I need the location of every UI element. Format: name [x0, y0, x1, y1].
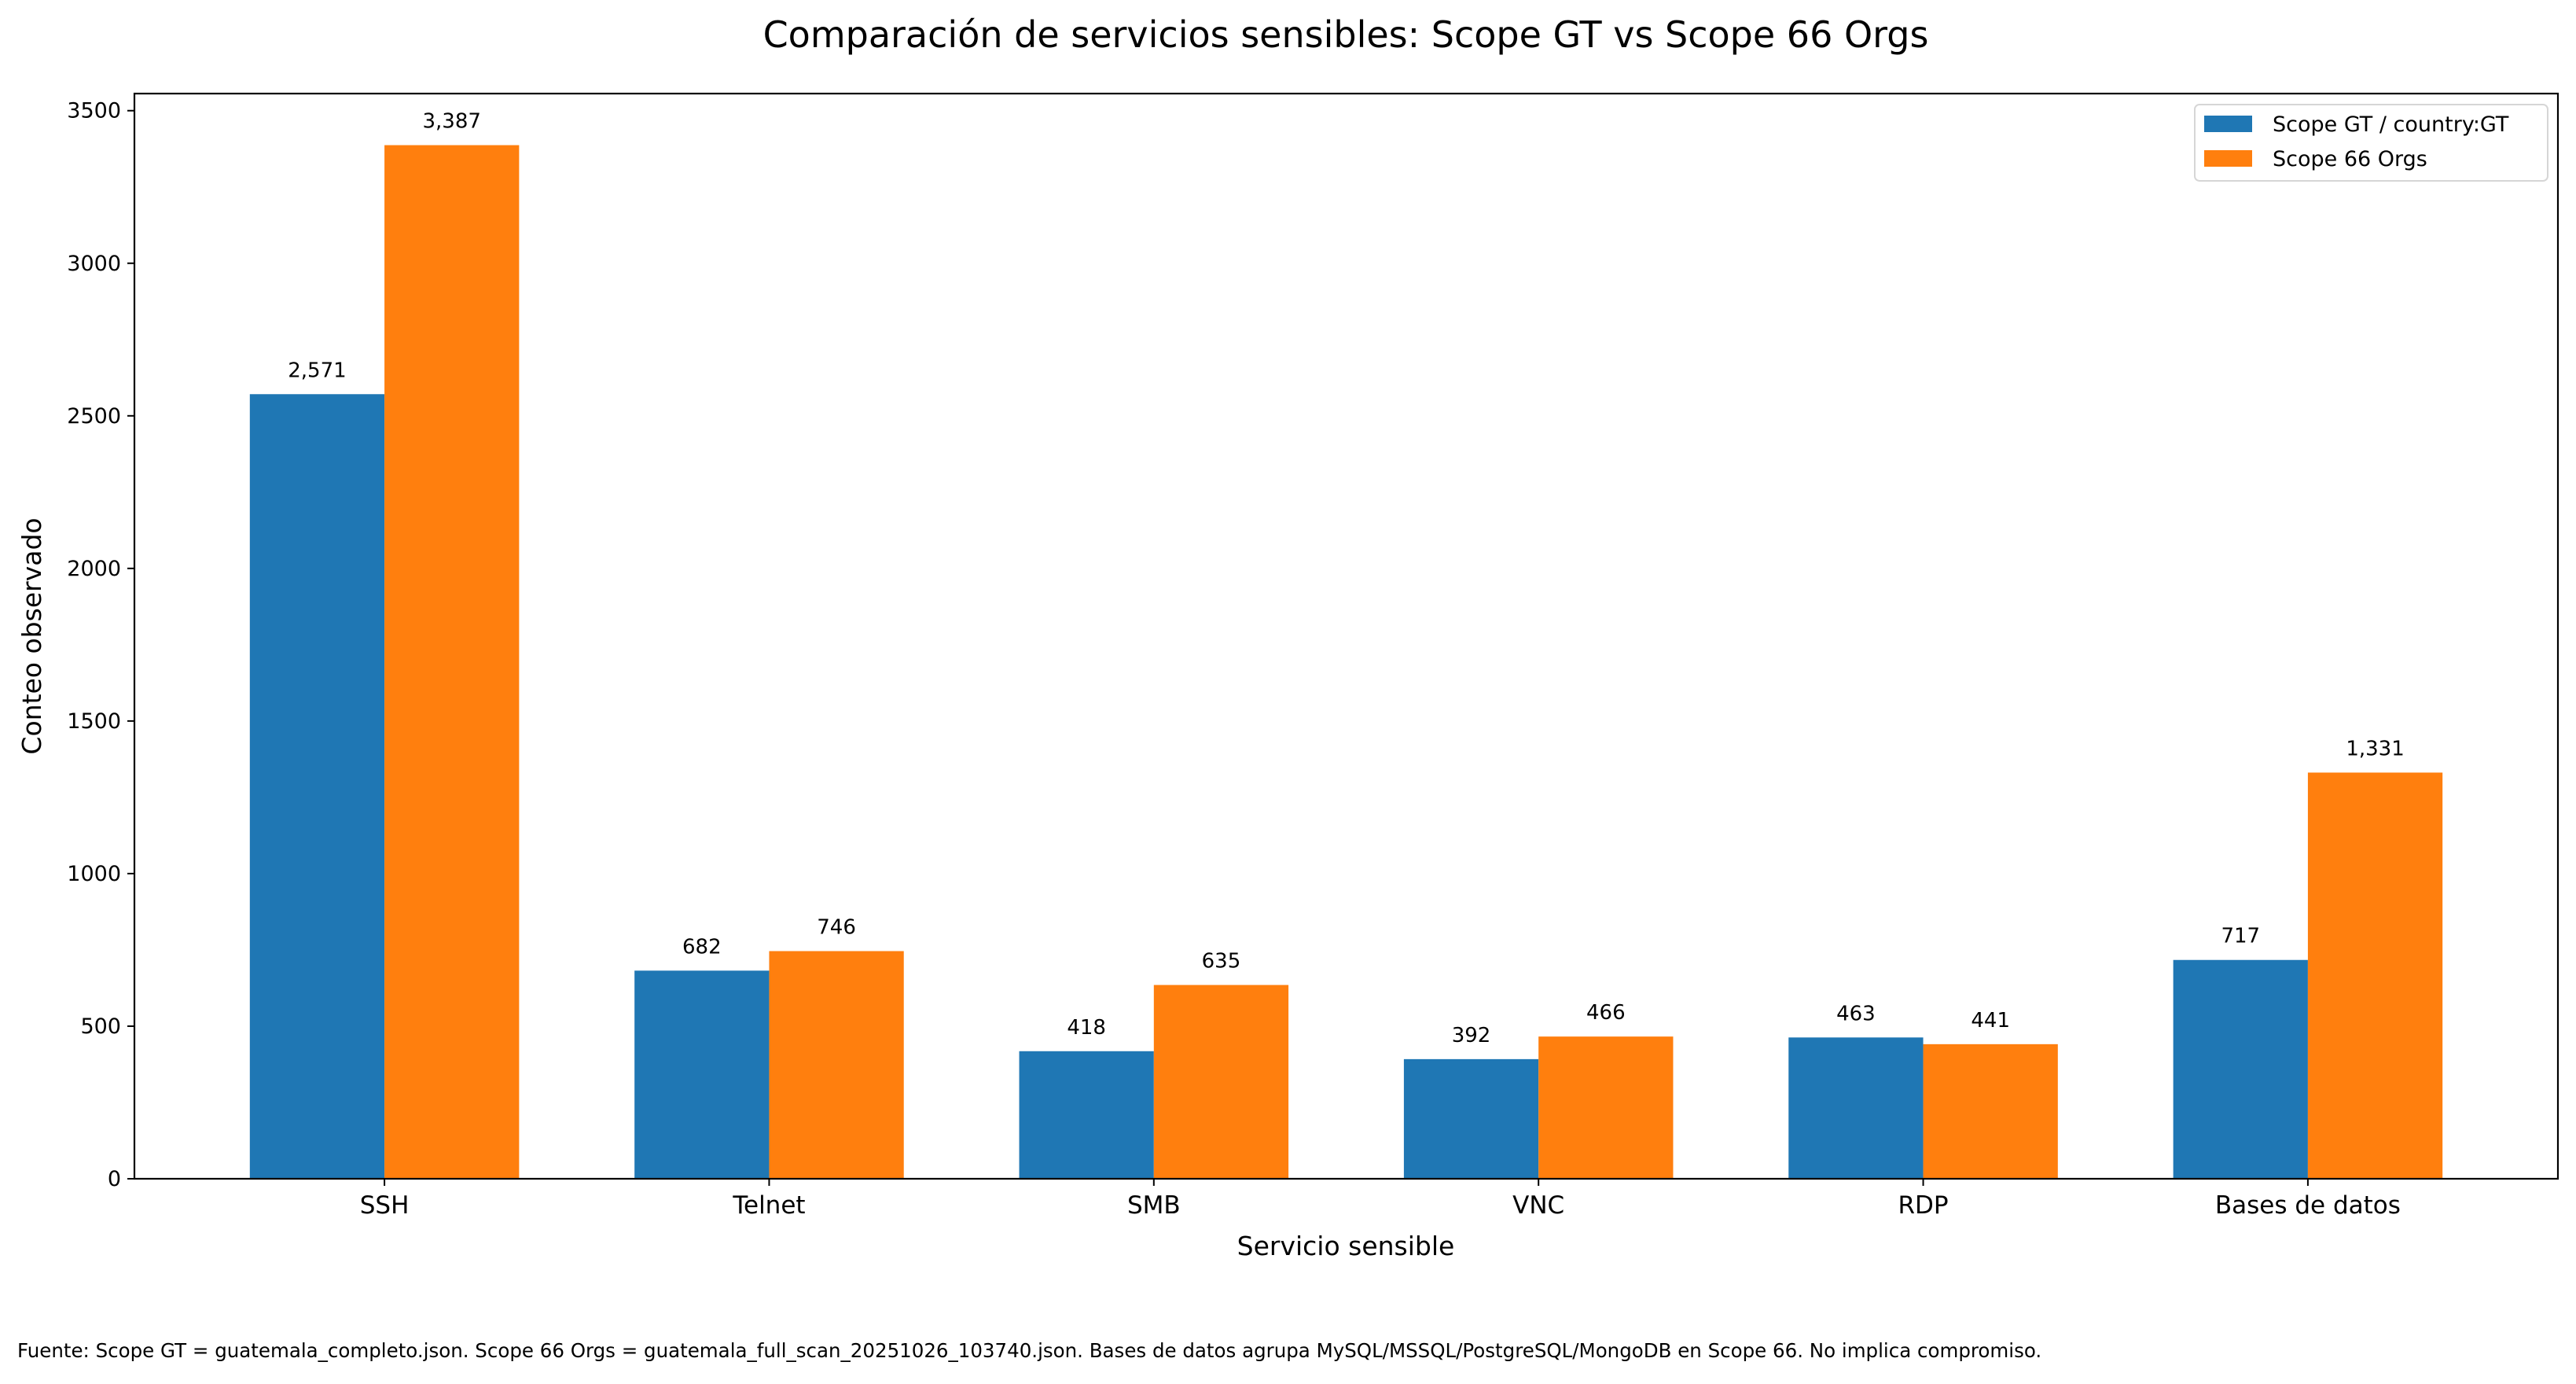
bar-scope-gt-ssh	[249, 394, 385, 1179]
y-tick-label: 2000	[67, 557, 121, 581]
plot-frame	[133, 92, 2559, 1180]
bar-value-label: 682	[682, 935, 722, 959]
x-tick-label: VNC	[1512, 1191, 1564, 1220]
bar-scope-gt-telnet	[634, 970, 770, 1179]
y-tick-label: 1000	[67, 862, 121, 886]
bar-value-label: 2,571	[288, 359, 346, 382]
y-tick-label: 3500	[67, 99, 121, 123]
bar-scope-66-rdp	[1923, 1044, 2058, 1179]
bar-scope-66-bases-de-datos	[2307, 772, 2443, 1179]
x-tick-label: SSH	[360, 1191, 410, 1220]
bar-value-label: 418	[1067, 1016, 1106, 1040]
bar-value-label: 717	[2221, 925, 2260, 948]
bar-value-label: 1,331	[2346, 737, 2404, 760]
legend-swatch-66	[2204, 150, 2252, 167]
x-tick-label: Bases de datos	[2215, 1191, 2401, 1220]
bar-scope-gt-rdp	[1788, 1037, 1924, 1179]
bar-value-label: 441	[1971, 1009, 2010, 1032]
bar-value-label: 466	[1586, 1001, 1626, 1025]
bar-value-label: 392	[1452, 1024, 1491, 1047]
bar-scope-66-vnc	[1538, 1036, 1674, 1179]
y-tick-label: 1500	[67, 709, 121, 734]
bar-scope-66-smb	[1153, 985, 1289, 1179]
y-tick-label: 2500	[67, 404, 121, 429]
y-tick-label: 3000	[67, 252, 121, 276]
bar-scope-66-telnet	[769, 951, 904, 1179]
bar-scope-gt-bases-de-datos	[2173, 959, 2308, 1179]
footnote: Fuente: Scope GT = guatemala_completo.js…	[17, 1339, 2041, 1362]
bar-value-label: 3,387	[423, 110, 481, 134]
bar-value-label: 635	[1202, 950, 1241, 974]
x-tick-label: RDP	[1898, 1191, 1948, 1220]
y-axis-label: Conteo observado	[17, 517, 47, 754]
legend-label-gt: Scope GT / country:GT	[2273, 112, 2509, 137]
x-tick-label: SMB	[1127, 1191, 1181, 1220]
legend-frame	[2194, 104, 2548, 182]
bar-value-label: 746	[817, 915, 856, 939]
legend-label-66: Scope 66 Orgs	[2273, 147, 2427, 171]
bar-scope-66-ssh	[384, 145, 520, 1179]
y-tick-label: 0	[108, 1167, 121, 1191]
bar-scope-gt-vnc	[1403, 1058, 1539, 1179]
x-tick-label: Telnet	[732, 1191, 805, 1220]
bar-value-label: 463	[1836, 1002, 1876, 1025]
x-axis-label: Servicio sensible	[1237, 1231, 1455, 1261]
legend-swatch-gt	[2204, 116, 2252, 132]
chart-title: Comparación de servicios sensibles: Scop…	[763, 13, 1929, 56]
bar-scope-gt-smb	[1019, 1051, 1154, 1179]
legend: Scope GT / country:GT Scope 66 Orgs	[2194, 104, 2548, 182]
y-tick-label: 500	[80, 1014, 121, 1039]
